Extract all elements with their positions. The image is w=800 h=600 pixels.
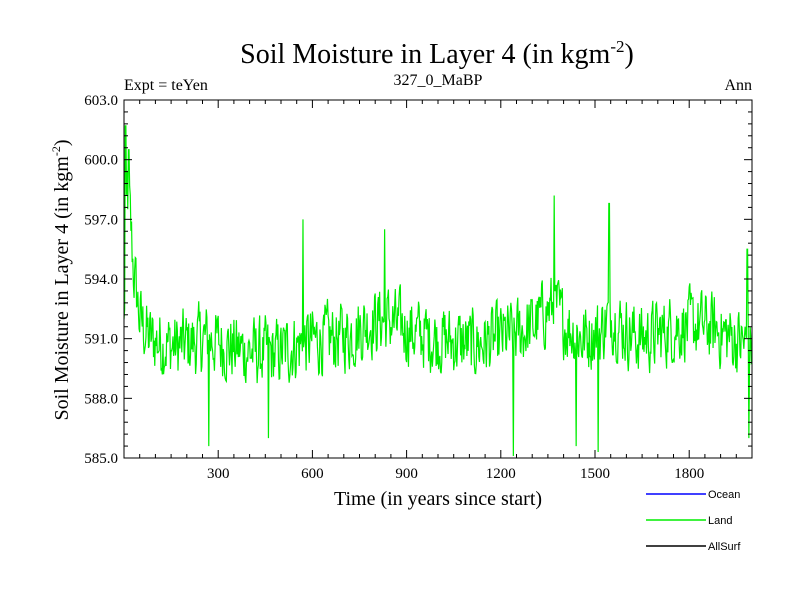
series-line-land [124,125,752,457]
chart-title-main: Soil Moisture in Layer 4 (in kgm [240,39,610,70]
chart-title: Soil Moisture in Layer 4 (in kgm-2) [240,37,634,70]
y-tick-label: 597.0 [84,212,118,228]
y-tick-label: 600.0 [84,153,118,169]
y-tick-label: 594.0 [84,272,118,288]
y-axis-label-close: ) [51,139,73,146]
series-layer [124,125,752,457]
x-tick-label: 600 [301,466,324,482]
y-tick-label: 591.0 [84,332,118,348]
x-tick-label: 900 [395,466,418,482]
subtitle-left: Expt = teYen [124,77,208,94]
ticks-layer: 300 600 900 1200 1500 1800 585.0 588.0 591.0 594.… [84,93,752,482]
y-tick-label: 588.0 [84,391,118,407]
legend: Ocean Land AllSurf [646,489,741,553]
y-tick-label: 585.0 [84,451,118,467]
y-axis-label-main: Soil Moisture in Layer 4 (in kgm [51,156,73,421]
x-tick-label: 1500 [580,466,610,482]
legend-label-ocean: Ocean [708,489,740,501]
legend-label-allsurf: AllSurf [708,541,741,553]
plot-frame [123,99,753,459]
x-tick-label: 1800 [674,466,704,482]
plot-area: 300 600 900 1200 1500 1800 585.0 588.0 591.0 594.… [84,93,753,482]
subtitle-right: Ann [724,77,752,94]
chart-title-close: ) [625,39,634,70]
x-axis-label: Time (in years since start) [334,488,542,510]
x-tick-label: 300 [207,466,230,482]
legend-label-land: Land [708,515,732,527]
y-tick-label: 603.0 [84,93,118,109]
chart-title-sup: -2 [610,37,624,56]
x-tick-label: 1200 [486,466,516,482]
y-axis-label: Soil Moisture in Layer 4 (in kgm-2) [49,139,73,420]
subtitle-center: 327_0_MaBP [394,72,483,89]
y-axis-label-sup: -2 [49,146,63,156]
